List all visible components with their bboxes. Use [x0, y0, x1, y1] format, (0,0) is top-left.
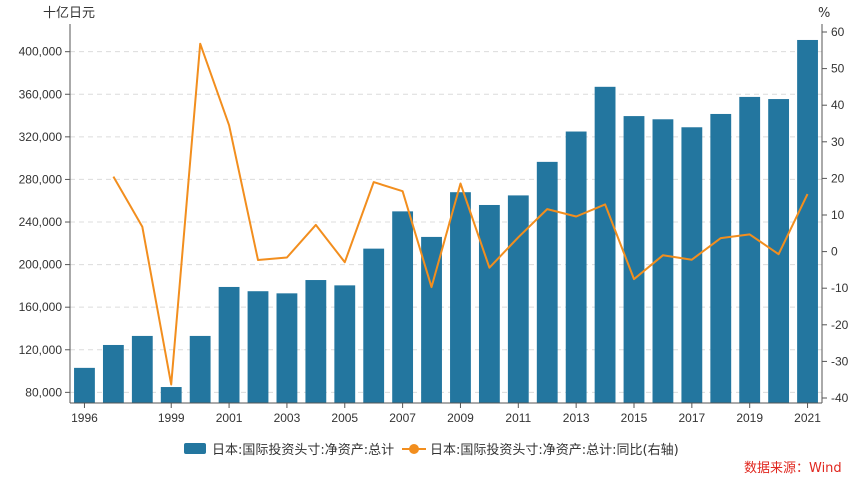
x-axis-tick-label: 2017	[678, 411, 705, 425]
right-axis-tick-label: -20	[831, 318, 849, 332]
right-axis-unit: %	[818, 6, 830, 21]
right-axis-tick-label: 50	[831, 62, 845, 76]
left-axis-tick-label: 400,000	[19, 45, 63, 59]
bar	[276, 293, 298, 403]
bar	[74, 367, 95, 403]
bar	[681, 127, 703, 404]
right-axis-tick-label: 20	[831, 171, 845, 185]
right-axis-tick-label: -30	[831, 354, 849, 368]
bar	[710, 113, 732, 404]
legend-line-marker	[409, 444, 419, 454]
bar	[218, 286, 240, 403]
bar	[334, 285, 356, 403]
right-axis-tick-label: 10	[831, 208, 845, 222]
x-axis-tick-label: 2007	[389, 411, 416, 425]
legend: 日本:国际投资头寸:净资产:总计 日本:国际投资头寸:净资产:总计:同比(右轴)	[184, 442, 679, 458]
bar-series	[74, 39, 818, 404]
x-axis-tick-label: 2011	[505, 411, 531, 425]
bar	[305, 280, 327, 403]
axes: 80,000 120,000 160,000 200,000 240,000 280,00…	[19, 24, 849, 425]
bar	[565, 131, 587, 404]
left-axis-tick-label: 360,000	[19, 87, 63, 101]
bar	[363, 248, 385, 403]
x-axis-tick-label: 2003	[274, 411, 301, 425]
bar	[797, 39, 818, 403]
grid-lines	[70, 51, 822, 393]
data-source: 数据来源：Wind	[744, 461, 842, 476]
bar	[652, 119, 674, 404]
right-axis-tick-label: 60	[831, 25, 845, 39]
x-axis-tick-label: 2001	[216, 411, 243, 425]
right-axis-tick-label: 0	[831, 245, 838, 259]
left-axis-tick-label: 320,000	[19, 130, 63, 144]
bar	[189, 335, 211, 403]
legend-line-label: 日本:国际投资头寸:净资产:总计:同比(右轴)	[430, 442, 679, 458]
x-axis-tick-label: 2015	[621, 411, 648, 425]
bar	[160, 387, 182, 403]
yoy-line	[112, 42, 809, 386]
legend-bar-label: 日本:国际投资头寸:净资产:总计	[212, 442, 394, 458]
x-axis-tick-label: 2005	[331, 411, 358, 425]
left-axis-tick-label: 200,000	[19, 258, 63, 272]
left-axis-tick-label: 120,000	[19, 343, 63, 357]
x-axis-tick-label: 2019	[736, 411, 763, 425]
line-series	[112, 42, 809, 386]
left-axis-tick-label: 160,000	[19, 300, 63, 314]
legend-bar-swatch	[184, 443, 206, 454]
x-axis-tick-label: 1996	[71, 411, 98, 425]
left-axis-tick-label: 280,000	[19, 172, 63, 186]
bar	[594, 86, 616, 403]
left-axis-tick-label: 80,000	[25, 385, 62, 399]
bar	[102, 344, 124, 403]
bar	[507, 195, 529, 403]
x-axis-tick-label: 2021	[794, 411, 821, 425]
bar	[392, 211, 414, 403]
x-axis-tick-label: 1999	[158, 411, 185, 425]
right-axis-tick-label: 40	[831, 98, 845, 112]
bar	[536, 161, 558, 403]
bar	[131, 335, 153, 403]
bar	[421, 236, 442, 403]
bar	[623, 116, 645, 403]
right-axis-tick-label: 30	[831, 135, 845, 149]
x-axis-tick-label: 2013	[563, 411, 590, 425]
left-axis-unit: 十亿日元	[43, 6, 95, 21]
bar	[450, 192, 471, 403]
bar	[739, 96, 761, 403]
left-axis-tick-label: 240,000	[19, 215, 63, 229]
x-axis-tick-label: 2009	[447, 411, 474, 425]
bar	[247, 291, 269, 403]
bar	[768, 99, 790, 403]
right-axis-tick-label: -40	[831, 391, 849, 405]
right-axis-tick-label: -10	[831, 281, 849, 295]
bar	[478, 204, 500, 403]
